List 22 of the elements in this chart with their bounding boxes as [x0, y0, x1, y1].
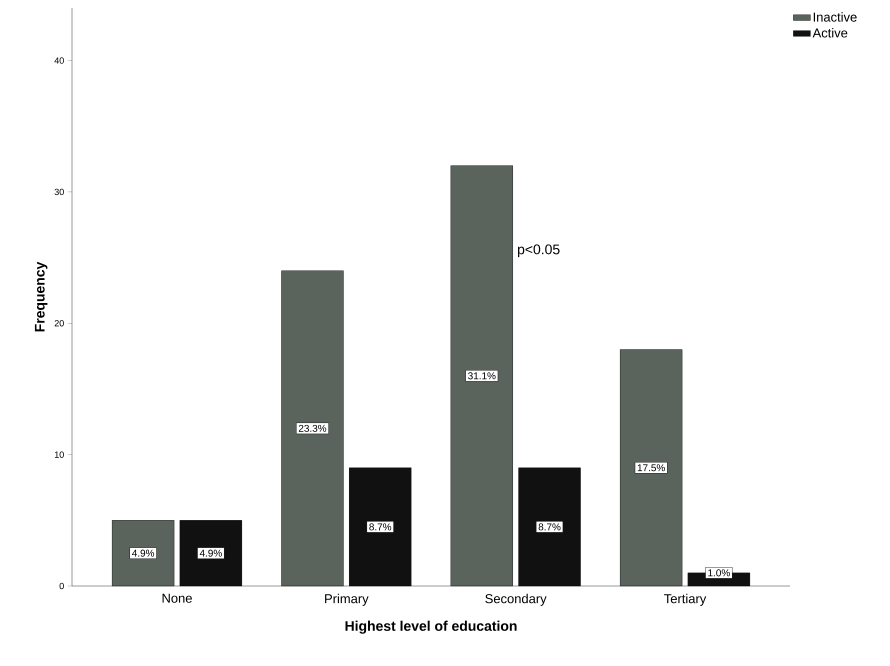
- y-tick-label: 30: [54, 188, 64, 196]
- y-tick-label: 0: [60, 582, 64, 590]
- y-axis-title: Frequency: [34, 262, 48, 332]
- x-axis-title: Highest level of education: [346, 620, 517, 634]
- x-tick-label: None: [162, 594, 192, 603]
- y-tick-label: 10: [54, 451, 64, 458]
- annotation: 23.3%: [298, 424, 326, 432]
- annotation: 4.9%: [132, 550, 154, 557]
- annotation: 17.5%: [638, 464, 665, 472]
- legend-label: Inactive: [814, 12, 857, 22]
- x-tick-label: Primary: [325, 594, 369, 606]
- y-tick-label: 20: [54, 320, 64, 326]
- annotation: 8.7%: [538, 523, 561, 530]
- x-tick-label: Tertiary: [664, 594, 706, 606]
- y-tick-label: 40: [54, 57, 64, 64]
- annotation: 31.1%: [468, 372, 496, 380]
- x-tick-label: Secondary: [485, 594, 547, 606]
- annotation: 8.7%: [369, 523, 392, 530]
- annotation: p<0.05: [518, 244, 560, 258]
- legend-label: Active: [812, 28, 848, 38]
- annotation: 4.9%: [200, 550, 222, 557]
- annotation: 1.0%: [708, 569, 730, 576]
